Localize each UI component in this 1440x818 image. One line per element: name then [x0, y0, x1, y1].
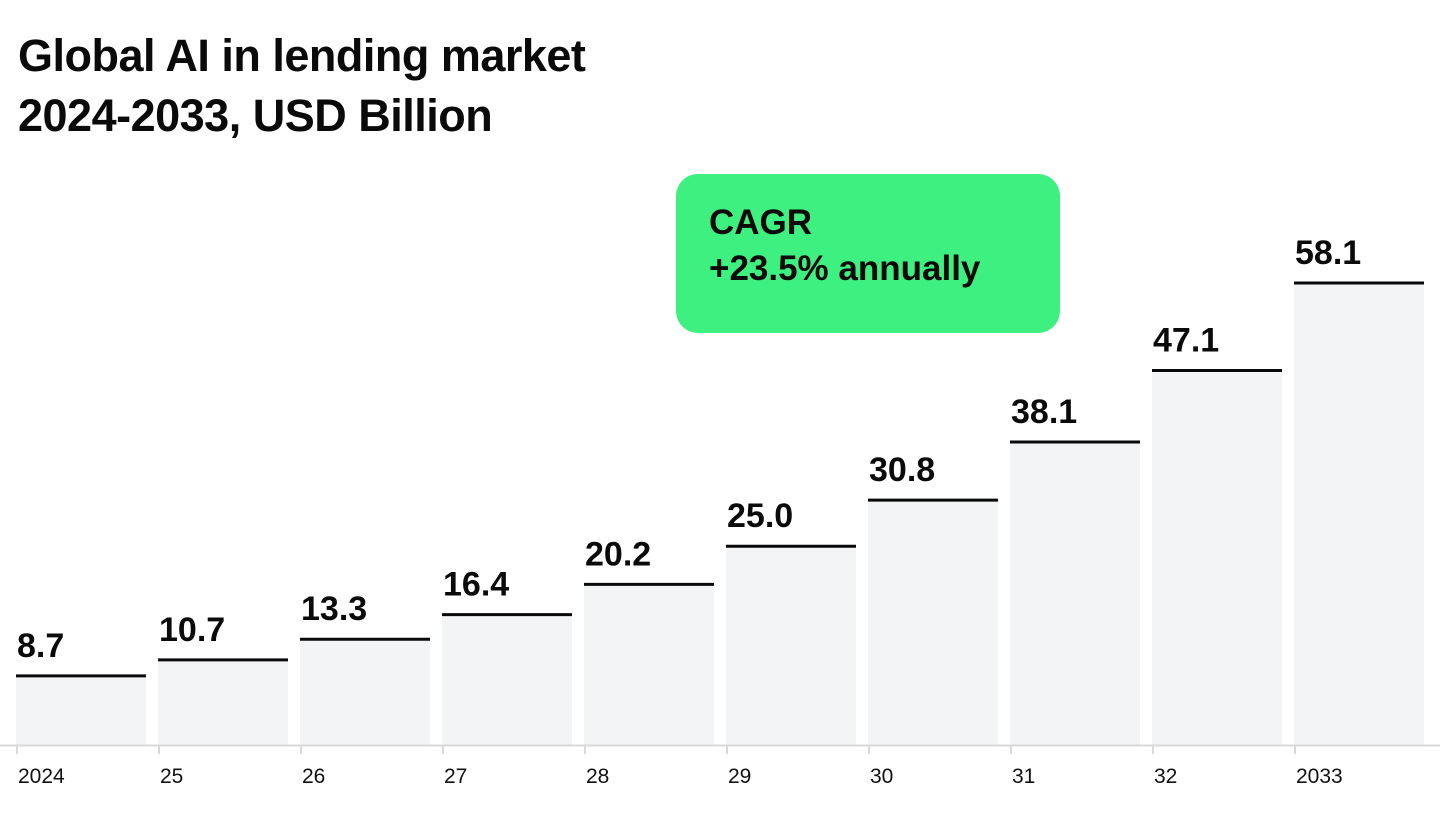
bar-26: [300, 639, 430, 745]
x-tick-label: 29: [728, 765, 751, 788]
bar-27: [442, 614, 572, 745]
bar-25: [158, 659, 288, 745]
x-tick-label: 25: [160, 765, 183, 788]
x-tick-label: 26: [302, 765, 325, 788]
x-tick-label: 30: [870, 765, 893, 788]
cagr-callout-label: CAGR: [709, 203, 813, 242]
chart-title: Global AI in lending market 2024-2033, U…: [18, 26, 586, 146]
bar-2024: [16, 675, 146, 745]
bar-value-label: 38.1: [1011, 393, 1077, 431]
chart-title-line2: 2024-2033, USD Billion: [18, 90, 493, 141]
x-tick-label: 27: [444, 765, 467, 788]
bar-value-label: 20.2: [585, 535, 651, 573]
bar-30: [868, 500, 998, 745]
bar-value-label: 47.1: [1153, 321, 1219, 359]
cagr-callout-value: +23.5% annually: [709, 249, 981, 288]
bar-value-label: 10.7: [159, 611, 225, 649]
bar-2033: [1294, 283, 1424, 745]
x-tick-label: 31: [1012, 765, 1035, 788]
x-tick-label: 32: [1154, 765, 1177, 788]
bar-value-label: 30.8: [869, 451, 935, 489]
bar-value-label: 13.3: [301, 590, 367, 628]
bar-value-label: 16.4: [443, 566, 509, 604]
chart-title-line1: Global AI in lending market: [18, 30, 586, 81]
bar-value-label: 25.0: [727, 497, 793, 535]
bar-32: [1152, 370, 1282, 745]
bar-value-label: 8.7: [17, 627, 64, 665]
cagr-callout: CAGR +23.5% annually: [676, 174, 1060, 333]
bar-29: [726, 546, 856, 745]
bar-28: [584, 584, 714, 745]
x-tick-label: 2024: [18, 765, 65, 788]
x-tick-label: 28: [586, 765, 609, 788]
bar-value-label: 58.1: [1295, 234, 1361, 272]
bar-31: [1010, 442, 1140, 745]
x-tick-label: 2033: [1296, 765, 1343, 788]
